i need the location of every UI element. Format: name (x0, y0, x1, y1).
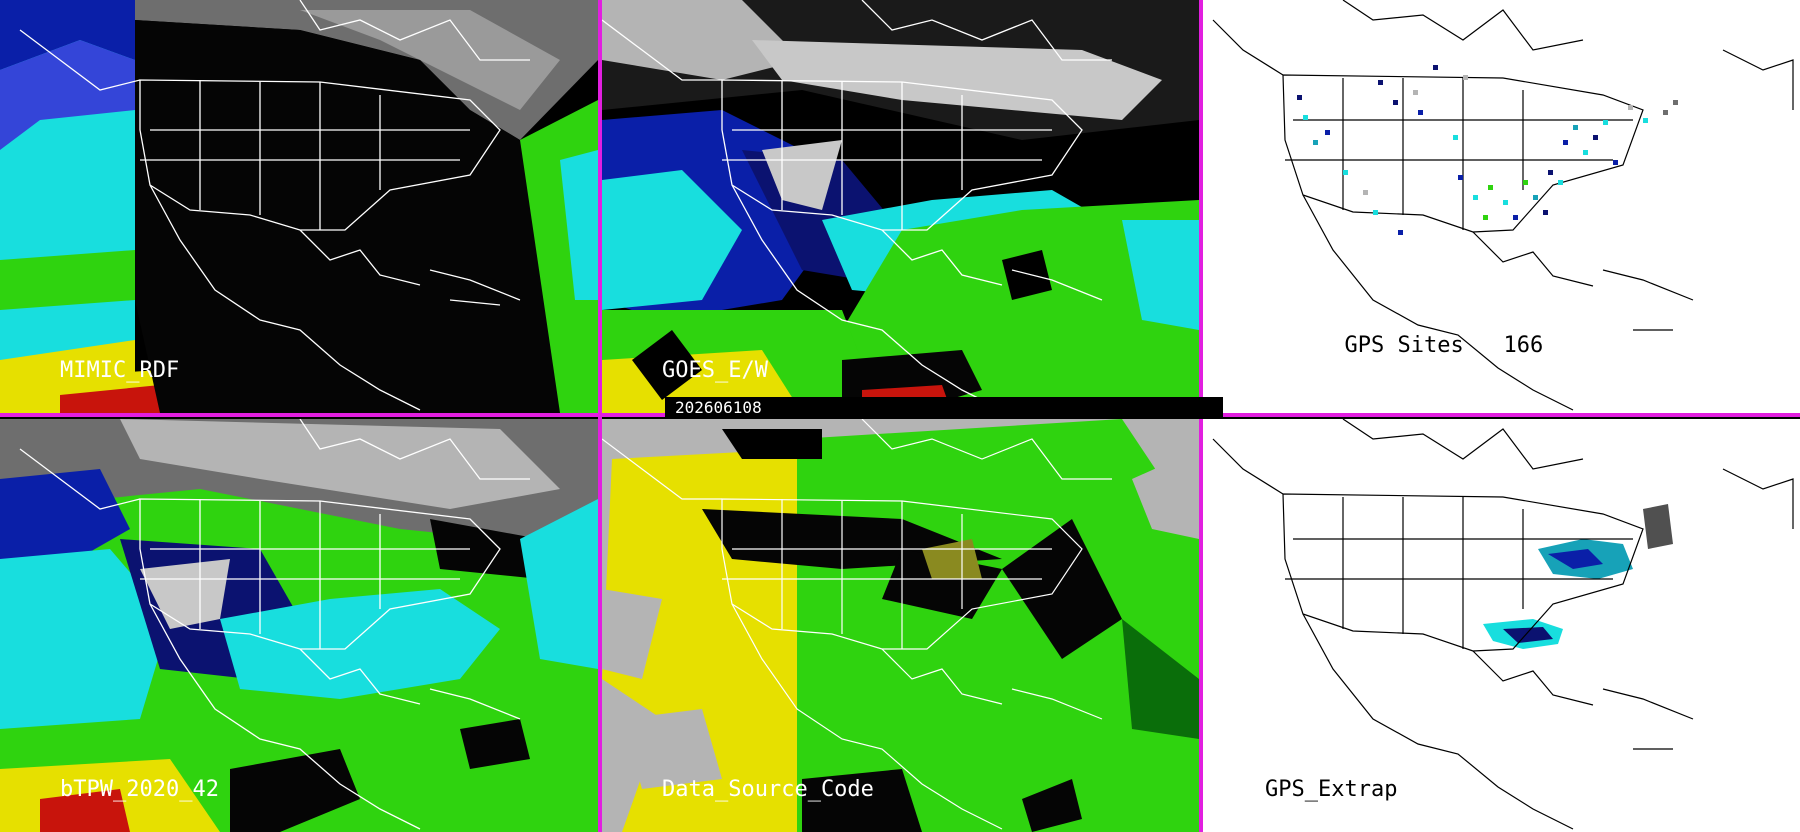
timestamp-text: 202606108 (675, 398, 762, 417)
panel-data-source-code: Data_Source_Code (602, 419, 1199, 832)
gps-extrap-map (1203, 419, 1800, 832)
panel-label: Data_Source_Code (662, 777, 874, 802)
data-source-code-map (602, 419, 1199, 832)
panel-gps-extrap: GPS_Extrap (1203, 419, 1800, 832)
panel-label: MIMIC_RDF (60, 358, 180, 383)
panel-label: GOES_E/W (662, 358, 768, 383)
panel-label: GPS Sites 166 (1265, 308, 1543, 383)
btpw-map (0, 419, 598, 832)
gps-site-markers (1297, 65, 1678, 235)
timestamp-bar: 202606108 (665, 397, 1223, 419)
gps-sites-count: 166 (1503, 333, 1544, 358)
mimic-rdf-map (0, 0, 598, 413)
panel-gps-sites: GPS Sites 166 (1203, 0, 1800, 413)
gps-sites-map (1203, 0, 1800, 413)
gps-sites-label: GPS Sites (1344, 333, 1464, 358)
panel-btpw: bTPW_2020_42 (0, 419, 598, 832)
panel-mimic-rdf: MIMIC_RDF (0, 0, 598, 413)
panel-goes-ew: GOES_E/W (602, 0, 1199, 413)
goes-ew-map (602, 0, 1199, 413)
panel-label: GPS_Extrap (1265, 777, 1398, 802)
panel-label: bTPW_2020_42 (60, 777, 219, 802)
